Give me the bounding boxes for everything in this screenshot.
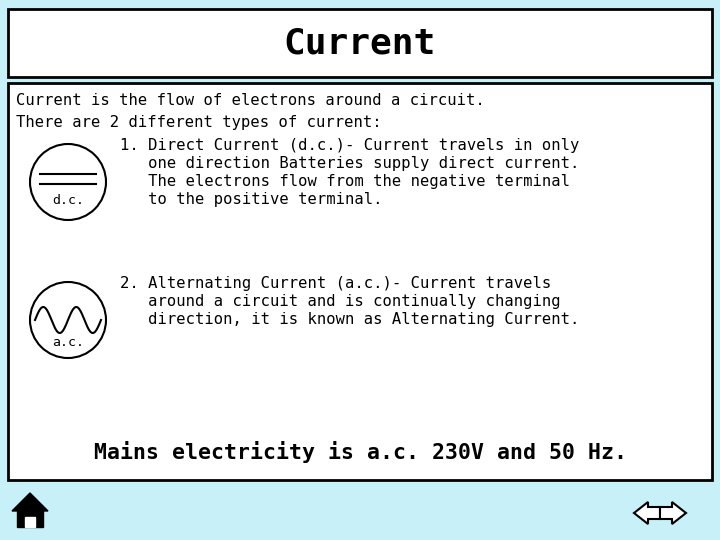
Text: a.c.: a.c.: [52, 335, 84, 348]
Polygon shape: [17, 511, 43, 527]
Circle shape: [30, 144, 106, 220]
Text: Current: Current: [284, 26, 436, 60]
Polygon shape: [634, 502, 660, 524]
Polygon shape: [12, 493, 48, 511]
Text: d.c.: d.c.: [52, 193, 84, 206]
Polygon shape: [25, 517, 35, 527]
Text: around a circuit and is continually changing: around a circuit and is continually chan…: [120, 294, 561, 309]
Text: Mains electricity is a.c. 230V and 50 Hz.: Mains electricity is a.c. 230V and 50 Hz…: [94, 441, 626, 463]
Circle shape: [30, 282, 106, 358]
Text: to the positive terminal.: to the positive terminal.: [120, 192, 382, 207]
Text: 2. Alternating Current (a.c.)- Current travels: 2. Alternating Current (a.c.)- Current t…: [120, 276, 552, 291]
Text: The electrons flow from the negative terminal: The electrons flow from the negative ter…: [120, 174, 570, 189]
Text: one direction Batteries supply direct current.: one direction Batteries supply direct cu…: [120, 156, 580, 171]
Text: Current is the flow of electrons around a circuit.: Current is the flow of electrons around …: [16, 93, 485, 108]
FancyBboxPatch shape: [8, 9, 712, 77]
FancyBboxPatch shape: [8, 83, 712, 480]
Polygon shape: [660, 502, 686, 524]
Text: 1. Direct Current (d.c.)- Current travels in only: 1. Direct Current (d.c.)- Current travel…: [120, 138, 580, 153]
Text: direction, it is known as Alternating Current.: direction, it is known as Alternating Cu…: [120, 312, 580, 327]
Text: There are 2 different types of current:: There are 2 different types of current:: [16, 115, 382, 130]
